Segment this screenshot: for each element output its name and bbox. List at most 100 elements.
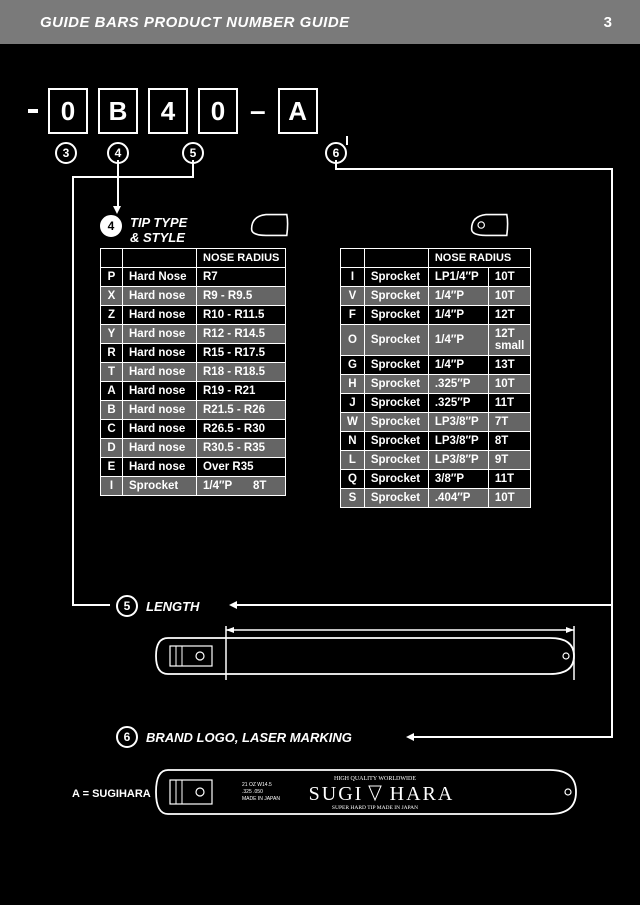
brand-header: 6 BRAND LOGO, LASER MARKING [116, 726, 352, 748]
tip-row-N: NSprocketLP3/8″P8T [341, 432, 531, 451]
code-box-1: B [98, 88, 138, 134]
tip-pitch: LP3/8″P [428, 413, 488, 432]
tip-code: C [101, 420, 123, 439]
svg-text:MADE IN JAPAN: MADE IN JAPAN [242, 796, 280, 802]
tip-pitch: LP3/8″P [428, 451, 488, 470]
tip-row-I: ISprocket1/4″P8T [101, 477, 286, 496]
tip-row-X: XHard noseR9 - R9.5 [101, 287, 286, 306]
tip-teeth: 10T [488, 268, 530, 287]
tip-type: Hard nose [123, 325, 197, 344]
tip-type: Hard nose [123, 306, 197, 325]
tip-type: Hard nose [123, 382, 197, 401]
tip-radius: R18 - R18.5 [197, 363, 286, 382]
tip-pitch: .325″P [428, 375, 488, 394]
conn-5-d [72, 604, 110, 606]
ref-circle-3: 3 [55, 142, 77, 164]
tip-type: Sprocket [364, 325, 428, 356]
tip-radius: R15 - R17.5 [197, 344, 286, 363]
tip-code: V [341, 287, 365, 306]
tip-type: Hard Nose [123, 268, 197, 287]
tip-pitch: LP3/8″P [428, 432, 488, 451]
tip-pitch: 1/4″P [428, 356, 488, 375]
tip-code: Z [101, 306, 123, 325]
tip-radius: R9 - R9.5 [197, 287, 286, 306]
tip-row-Y: YHard noseR12 - R14.5 [101, 325, 286, 344]
conn-4-down [117, 160, 119, 208]
tip-teeth: 7T [488, 413, 530, 432]
brand-note: A = SUGIHARA [72, 788, 151, 800]
tip-radius: R7 [197, 268, 286, 287]
tip-teeth: 9T [488, 451, 530, 470]
tip-type: Sprocket [364, 432, 428, 451]
tip-type: Hard nose [123, 344, 197, 363]
tip-row-W: WSprocketLP3/8″P7T [341, 413, 531, 432]
conn-6-d [412, 736, 613, 738]
tip-teeth: 12Tsmall [488, 325, 530, 356]
tip-pitch: 3/8″P [428, 470, 488, 489]
tip-type: Hard nose [123, 439, 197, 458]
tip-row-V: VSprocket1/4″P10T [341, 287, 531, 306]
tip-row-E: EHard noseOver R35 [101, 458, 286, 477]
conn-6-c [611, 168, 613, 738]
tip-code: J [341, 394, 365, 413]
tip-teeth: 12T [488, 306, 530, 325]
page-number: 3 [604, 14, 612, 31]
conn-6-arrow [406, 733, 414, 741]
tip-type: Sprocket [364, 394, 428, 413]
tip-pitch: LP1/4″P [428, 268, 488, 287]
tip-type: Sprocket [364, 413, 428, 432]
tip-code: O [341, 325, 365, 356]
tip-code: W [341, 413, 365, 432]
tip-code: L [341, 451, 365, 470]
logo-bot-text: SUPER HARD TIP MADE IN JAPAN [332, 805, 418, 811]
tip-type: Hard nose [123, 420, 197, 439]
length-header: 5 LENGTH [116, 595, 199, 617]
tip-radius: R30.5 - R35 [197, 439, 286, 458]
tip-type: Sprocket [364, 489, 428, 508]
tip-row-T: THard noseR18 - R18.5 [101, 363, 286, 382]
tip-row-J: JSprocket.325″P11T [341, 394, 531, 413]
lead-dash [28, 109, 38, 113]
tip-type: Sprocket [364, 287, 428, 306]
tip-row-Q: QSprocket3/8″P11T [341, 470, 531, 489]
col-nose-radius-right: NOSE RADIUS [428, 249, 530, 268]
tip-title-l1: TIP TYPE [130, 215, 187, 230]
tip-pitch: .325″P [428, 394, 488, 413]
tip-radius: R26.5 - R30 [197, 420, 286, 439]
tip-type: Sprocket [364, 375, 428, 394]
tip-radius: Over R35 [197, 458, 286, 477]
tip-row-I: ISprocketLP1/4″P10T [341, 268, 531, 287]
tip-code: Y [101, 325, 123, 344]
tip-row-S: SSprocket.404″P10T [341, 489, 531, 508]
tip-code: G [341, 356, 365, 375]
tip-type: Hard nose [123, 458, 197, 477]
tip-row-F: FSprocket1/4″P12T [341, 306, 531, 325]
tip-row-Z: ZHard noseR10 - R11.5 [101, 306, 286, 325]
tip-type: Hard nose [123, 401, 197, 420]
conn-4-arrow [113, 206, 121, 214]
tip-row-A: AHard noseR19 - R21 [101, 382, 286, 401]
tip-row-D: DHard noseR30.5 - R35 [101, 439, 286, 458]
tip-code: Q [341, 470, 365, 489]
tip-radius: R10 - R11.5 [197, 306, 286, 325]
tip-teeth: 10T [488, 375, 530, 394]
tip-code: I [101, 477, 123, 496]
tip-teeth: 8T [488, 432, 530, 451]
tip-code: S [341, 489, 365, 508]
tip-type: Sprocket [123, 477, 197, 496]
tip-table-left: NOSE RADIUS PHard NoseR7XHard noseR9 - R… [100, 248, 286, 496]
svg-text:.325 .050: .325 .050 [242, 789, 263, 795]
length-label: LENGTH [146, 599, 199, 614]
tip-code: T [101, 363, 123, 382]
logo-main-r: HARA [390, 783, 455, 805]
tip-teeth: 11T [488, 394, 530, 413]
tip-ref-circle: 4 [100, 215, 122, 237]
tip-type: Sprocket [364, 451, 428, 470]
logo-main-l: SUGI [309, 783, 364, 805]
header-title: GUIDE BARS PRODUCT NUMBER GUIDE [40, 14, 350, 31]
tip-pitch: .404″P [428, 489, 488, 508]
conn-5-b [72, 176, 194, 178]
brand-label: BRAND LOGO, LASER MARKING [146, 730, 352, 745]
tip-row-P: PHard NoseR7 [101, 268, 286, 287]
tip-teeth: 13T [488, 356, 530, 375]
